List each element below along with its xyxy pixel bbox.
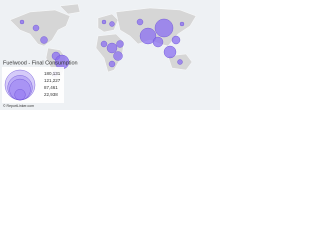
bubble <box>19 19 25 25</box>
bubble <box>116 40 124 48</box>
bubble <box>109 21 115 27</box>
legend-bubble <box>14 89 26 101</box>
legend-box <box>2 67 64 103</box>
bubble <box>163 45 177 59</box>
bubble <box>179 21 185 27</box>
legend-label: 22,938 <box>44 92 58 97</box>
bubble <box>100 40 108 48</box>
map-title: Fuelwood - Final Consumption <box>3 60 78 66</box>
bubble <box>101 19 107 25</box>
legend: 180,131 121,227 87,461 22,938 <box>4 69 61 101</box>
source: © ReportLinker.com <box>3 104 34 108</box>
bubble <box>152 36 164 48</box>
map: Fuelwood - Final Consumption 180,131 121,… <box>0 0 220 110</box>
legend-label: 121,227 <box>44 78 61 83</box>
legend-label: 180,131 <box>44 71 61 76</box>
bubble <box>113 51 123 61</box>
legend-label: 87,461 <box>44 85 58 90</box>
bubble <box>139 27 157 45</box>
bubble <box>32 24 40 32</box>
bubbles <box>19 18 185 77</box>
bubble <box>108 60 116 68</box>
bubble <box>136 18 144 26</box>
bubble <box>106 42 118 54</box>
bubble <box>40 36 48 44</box>
bubble <box>171 35 181 45</box>
bubble <box>154 18 174 38</box>
bubble <box>177 59 183 65</box>
